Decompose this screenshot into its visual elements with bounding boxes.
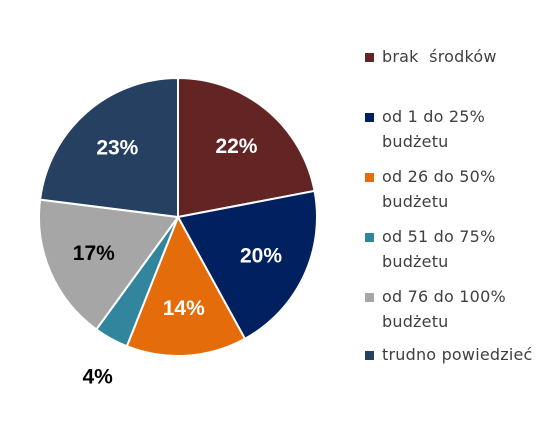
pie-slice — [177, 76, 316, 219]
legend-item-brak-srodkow: brak środków — [365, 44, 555, 69]
legend-item-od-1-do-25: od 1 do 25% budżetu — [365, 104, 555, 154]
legend-label: trudno powiedzieć — [382, 345, 533, 364]
pie-data-label: 4% — [82, 366, 113, 389]
pie-slice — [125, 214, 247, 357]
legend-item-od-51-do-75: od 51 do 75% budżetu — [365, 224, 555, 274]
legend-item-trudno-powiedziec: trudno powiedzieć — [365, 342, 555, 367]
pie-slices — [38, 76, 318, 357]
legend-swatch — [365, 351, 374, 360]
legend-label: od 76 do 100% budżetu — [382, 287, 506, 331]
pie-data-label: 23% — [96, 137, 138, 160]
pie-data-labels: 22% 20% 14% 4% 17% 23% — [73, 135, 283, 389]
legend-swatch — [365, 233, 374, 242]
legend-swatch — [365, 113, 374, 122]
legend-swatch — [365, 53, 374, 62]
legend-label: brak środków — [382, 47, 497, 66]
pie-data-label: 14% — [163, 297, 205, 320]
pie-slice — [176, 189, 318, 341]
legend-label: od 1 do 25% budżetu — [382, 107, 486, 151]
pie-slice — [38, 76, 179, 219]
pie-data-label: 22% — [215, 135, 257, 158]
legend-swatch — [365, 173, 374, 182]
legend-item-od-76-do-100: od 76 do 100% budżetu — [365, 284, 555, 334]
pie-slice — [38, 198, 180, 331]
pie-data-label: 17% — [73, 242, 115, 265]
legend-label: od 26 do 50% budżetu — [382, 167, 496, 211]
legend-swatch — [365, 293, 374, 302]
legend-item-od-26-do-50: od 26 do 50% budżetu — [365, 164, 555, 214]
legend-label: od 51 do 75% budżetu — [382, 227, 496, 271]
pie-data-label: 20% — [240, 245, 282, 268]
